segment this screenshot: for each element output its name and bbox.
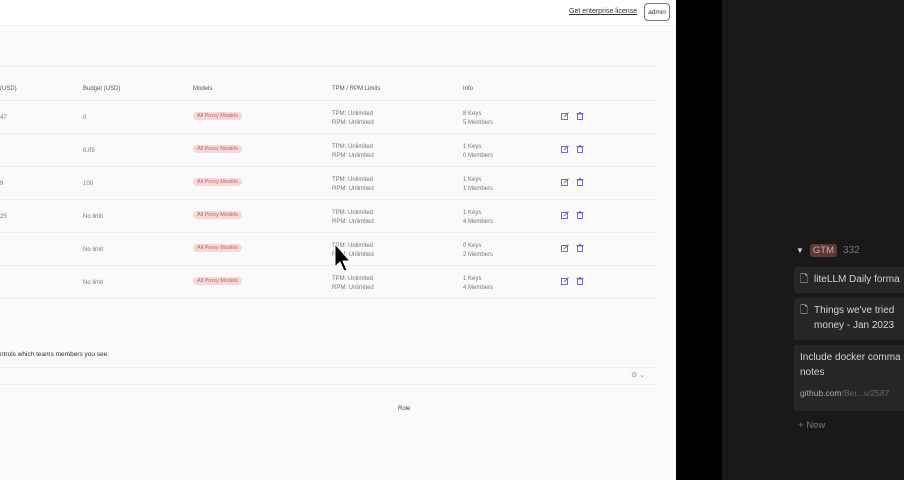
budget-cell: No limit [83, 247, 104, 253]
edit-icon[interactable] [561, 211, 569, 219]
page-icon: 🗋 [800, 305, 809, 316]
members-toolbar [0, 367, 656, 385]
limits-cell: TPM: Unlimited RPM: Unlimited [332, 210, 374, 225]
limits-cell: TPM: Unlimited RPM: Unlimited [332, 243, 374, 258]
litellm-admin-panel: Get enterprise license admin (USD) Budge… [0, 0, 676, 480]
members-description: ntrols which teams members you see. [0, 351, 110, 358]
budget-cell: No limit [83, 214, 104, 220]
top-bar: Get enterprise license admin [0, 0, 676, 26]
limits-cell: TPM: Unlimited RPM: Unlimited [332, 144, 374, 159]
header-models: Models [193, 86, 213, 92]
table-row: 9 100 All Proxy Models TPM: Unlimited RPM… [0, 167, 656, 200]
table-header: (USD) Budget (USD) Models TPM / RPM Limi… [0, 67, 656, 101]
new-card-button[interactable]: + New [798, 420, 826, 431]
teams-table: (USD) Budget (USD) Models TPM / RPM Limi… [0, 66, 656, 299]
header-spend: (USD) [0, 86, 17, 92]
delete-icon[interactable] [576, 178, 584, 186]
table-row: 0.05 All Proxy Models TPM: Unlimited RPM:… [0, 134, 656, 167]
info-cell: 1 Keys 4 Members [463, 276, 494, 291]
header-info: Info [463, 86, 474, 92]
models-badge: All Proxy Models [193, 211, 242, 219]
info-cell: 1 Keys 1 Members [463, 177, 494, 192]
edit-icon[interactable] [561, 145, 569, 153]
mouse-cursor-icon [334, 243, 352, 272]
delete-icon[interactable] [576, 211, 584, 219]
card-link[interactable]: github.com/Ber...s/2587 [800, 388, 890, 398]
enterprise-license-link[interactable]: Get enterprise license [569, 8, 638, 15]
limits-cell: TPM: Unlimited RPM: Unlimited [332, 276, 374, 291]
notion-panel: ▼ GTM 332 🗋 liteLLM Daily forma 🗋 Things w… [722, 0, 904, 480]
header-role: Role [398, 406, 411, 412]
models-badge: All Proxy Models [193, 112, 242, 120]
info-cell: 8 Keys 5 Members [463, 111, 494, 126]
group-header[interactable]: ▼ GTM 332 [796, 244, 860, 257]
user-menu-button[interactable]: admin [644, 3, 670, 21]
delete-icon[interactable] [576, 244, 584, 252]
budget-cell: 0 [83, 115, 87, 121]
spend-cell: 47 [0, 115, 7, 121]
header-limits: TPM / RPM Limits [332, 86, 381, 92]
limits-cell: TPM: Unlimited RPM: Unlimited [332, 111, 374, 126]
models-badge: All Proxy Models [193, 145, 242, 153]
budget-cell: 100 [83, 181, 94, 187]
edit-icon[interactable] [561, 277, 569, 285]
table-row: No limit All Proxy Models TPM: Unlimited… [0, 233, 656, 266]
group-tag: GTM [809, 244, 838, 257]
budget-cell: No limit [83, 280, 104, 286]
group-count: 332 [843, 245, 860, 256]
table-row: No limit All Proxy Models TPM: Unlimited… [0, 266, 656, 299]
collapse-triangle-icon[interactable]: ▼ [796, 246, 804, 255]
card-item[interactable]: Include docker comma notes github.com/Be… [794, 345, 904, 411]
models-badge: All Proxy Models [193, 244, 242, 252]
budget-cell: 0.05 [83, 148, 95, 154]
models-badge: All Proxy Models [193, 277, 242, 285]
edit-icon[interactable] [561, 178, 569, 186]
card-item[interactable]: 🗋 liteLLM Daily forma [794, 267, 904, 293]
info-cell: 0 Keys 2 Members [463, 243, 494, 258]
models-badge: All Proxy Models [193, 178, 242, 186]
delete-icon[interactable] [576, 112, 584, 120]
header-budget: Budget (USD) [83, 86, 121, 92]
table-row: 25 No limit All Proxy Models TPM: Unlimi… [0, 200, 656, 233]
info-cell: 1 Keys 0 Members [463, 144, 494, 159]
edit-icon[interactable] [561, 244, 569, 252]
limits-cell: TPM: Unlimited RPM: Unlimited [332, 177, 374, 192]
table-row: 47 0 All Proxy Models TPM: Unlimited RPM:… [0, 101, 656, 134]
delete-icon[interactable] [576, 277, 584, 285]
spend-cell: 9 [0, 181, 4, 187]
spend-cell: 25 [0, 214, 7, 220]
delete-icon[interactable] [576, 145, 584, 153]
info-cell: 1 Keys 4 Members [463, 210, 494, 225]
settings-gear-icon[interactable]: ⚙ ⌄ [631, 372, 646, 379]
page-icon: 🗋 [800, 274, 809, 285]
card-item[interactable]: 🗋 Things we've tried money - Jan 2023 [794, 298, 904, 340]
edit-icon[interactable] [561, 112, 569, 120]
